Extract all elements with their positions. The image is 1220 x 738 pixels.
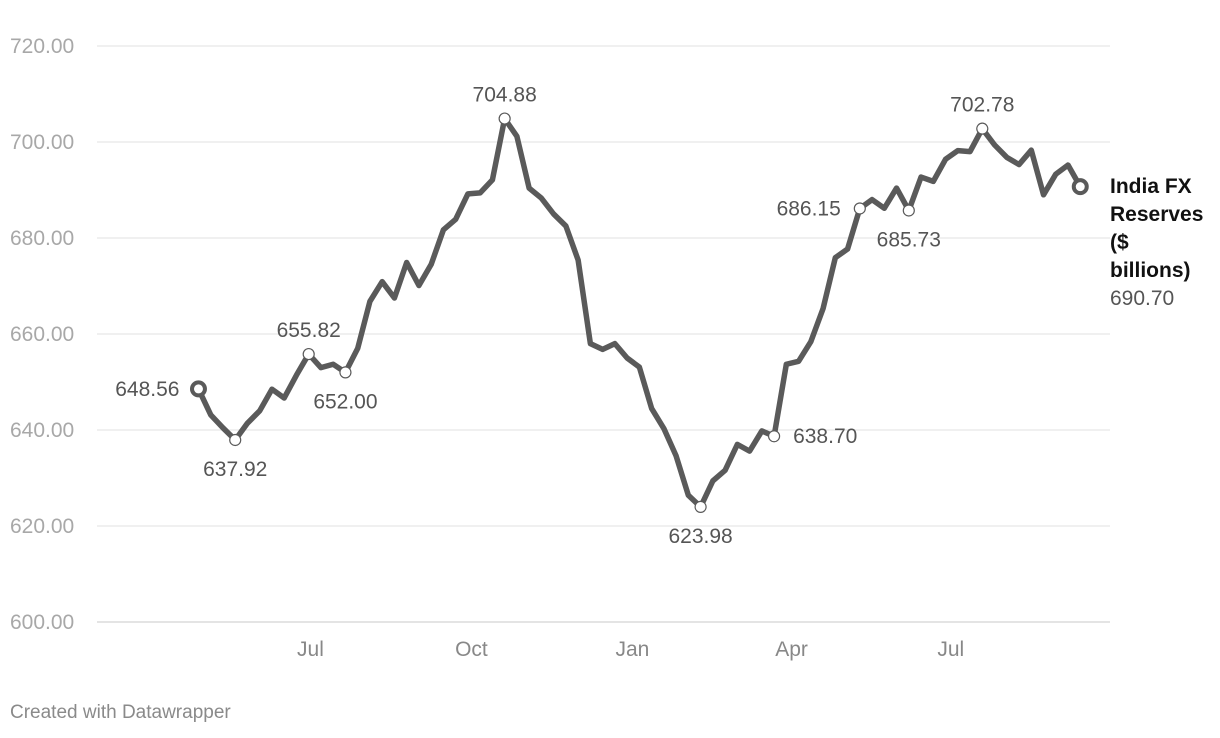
annotation-marker [853, 202, 866, 215]
series-name-line: ($ [1110, 231, 1129, 254]
y-tick-label: 720.00 [10, 35, 74, 58]
series-label: India FX Reserves ($ billions) 690.70 [1110, 175, 1203, 310]
annotation-marker [189, 380, 207, 398]
data-label: 686.15 [777, 197, 841, 220]
y-tick-label: 600.00 [10, 611, 74, 634]
series-name-line: billions) [1110, 259, 1191, 282]
series-name-line: Reserves [1110, 203, 1203, 226]
data-label: 704.88 [473, 84, 537, 107]
data-label: 702.78 [950, 94, 1014, 117]
y-axis: 600.00 620.00 640.00 660.00 680.00 700.00 720.… [10, 35, 74, 634]
end-marker [1071, 178, 1089, 196]
x-tick-label: Oct [455, 638, 488, 661]
series-name-line: India FX [1110, 175, 1192, 198]
x-tick-label: Jul [937, 638, 964, 661]
series-line-india-fx-reserves [195, 115, 1084, 510]
line-chart: 600.00 620.00 640.00 660.00 680.00 700.00 720.… [10, 35, 1203, 661]
annotation-marker [302, 347, 315, 361]
annotation-points [189, 112, 1089, 513]
annotation-marker [229, 433, 242, 447]
x-tick-label: Apr [775, 638, 808, 661]
data-label: 655.82 [277, 319, 341, 342]
x-axis: Jul Oct Jan Apr Jul [297, 638, 964, 661]
y-tick-label: 680.00 [10, 227, 74, 250]
data-label: 648.56 [115, 378, 179, 401]
annotation-marker [767, 430, 781, 443]
data-label: 623.98 [668, 525, 732, 548]
credit-footer: Created with Datawrapper [10, 702, 231, 723]
data-label: 652.00 [313, 390, 377, 413]
annotation-marker [694, 500, 707, 513]
annotation-marker [902, 204, 915, 217]
gridlines [97, 45, 1110, 623]
data-label: 638.70 [793, 425, 857, 448]
x-tick-label: Jul [297, 638, 324, 661]
y-tick-label: 660.00 [10, 323, 74, 346]
annotation-marker [976, 122, 989, 135]
series-last-value: 690.70 [1110, 287, 1174, 310]
x-tick-label: Jan [615, 638, 649, 661]
y-tick-label: 640.00 [10, 419, 74, 442]
data-labels: 648.56 637.92 655.82 652.00 704.88 623.98 638.… [115, 84, 1014, 548]
annotation-marker [498, 112, 511, 125]
data-label: 685.73 [877, 228, 941, 251]
annotation-marker [339, 366, 352, 379]
y-tick-label: 700.00 [10, 131, 74, 154]
data-label: 637.92 [203, 458, 267, 481]
y-tick-label: 620.00 [10, 515, 74, 538]
